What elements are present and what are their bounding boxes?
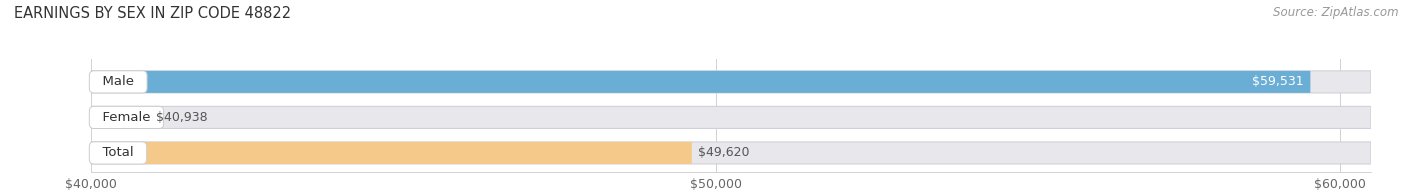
Text: $40,938: $40,938 bbox=[156, 111, 208, 124]
Text: Total: Total bbox=[94, 146, 142, 159]
Text: $59,531: $59,531 bbox=[1253, 75, 1303, 88]
FancyBboxPatch shape bbox=[91, 71, 1371, 93]
FancyBboxPatch shape bbox=[91, 142, 692, 164]
Text: Female: Female bbox=[94, 111, 159, 124]
FancyBboxPatch shape bbox=[91, 106, 1371, 128]
Text: $49,620: $49,620 bbox=[699, 146, 749, 159]
Text: Male: Male bbox=[94, 75, 142, 88]
FancyBboxPatch shape bbox=[91, 106, 150, 128]
Text: EARNINGS BY SEX IN ZIP CODE 48822: EARNINGS BY SEX IN ZIP CODE 48822 bbox=[14, 6, 291, 21]
FancyBboxPatch shape bbox=[91, 71, 1310, 93]
Text: Source: ZipAtlas.com: Source: ZipAtlas.com bbox=[1274, 6, 1399, 19]
FancyBboxPatch shape bbox=[91, 142, 1371, 164]
